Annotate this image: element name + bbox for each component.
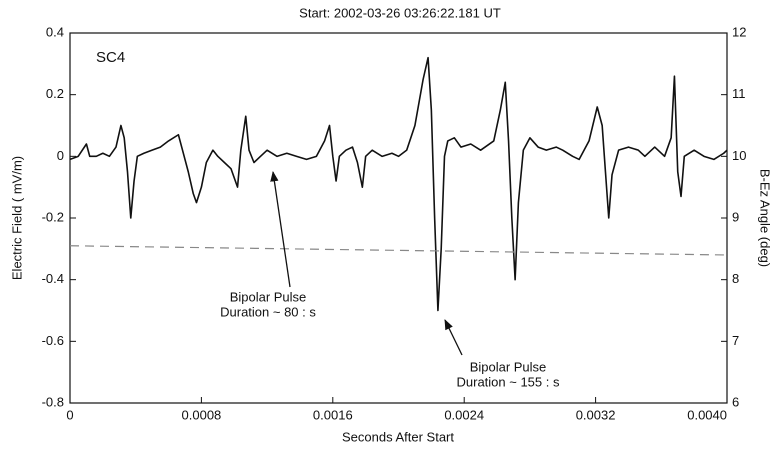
y2-tick-label: 6 bbox=[732, 394, 739, 409]
y-tick-label: -0.2 bbox=[42, 209, 64, 224]
y2-tick-label: 10 bbox=[732, 148, 746, 163]
y-tick-label: 0.4 bbox=[46, 24, 64, 39]
x-tick-label: 0.0008 bbox=[182, 407, 222, 422]
annotation-text: Bipolar Pulse bbox=[230, 289, 307, 304]
x-axis-label: Seconds After Start bbox=[342, 429, 454, 444]
x-tick-label: 0.0016 bbox=[313, 407, 353, 422]
x-tick-label: 0.0032 bbox=[576, 407, 616, 422]
x-tick-label: 0 bbox=[66, 407, 73, 422]
y-tick-label: -0.8 bbox=[42, 394, 64, 409]
y2-tick-label: 8 bbox=[732, 271, 739, 286]
annotation-arrow bbox=[444, 319, 463, 356]
x-tick-label: 0.0024 bbox=[444, 407, 484, 422]
angle-line bbox=[69, 245, 728, 256]
y-tick-label: -0.4 bbox=[42, 271, 64, 286]
chart-title: Start: 2002-03-26 03:26:22.181 UT bbox=[299, 5, 501, 20]
annotation-text: Duration ~ 155 : s bbox=[457, 374, 560, 389]
annotation-text: Duration ~ 80 : s bbox=[220, 304, 316, 319]
y-axis-label: Electric Field ( mV/m) bbox=[9, 156, 24, 280]
y2-tick-label: 9 bbox=[732, 209, 739, 224]
x-tick-label: 0.0040 bbox=[687, 407, 727, 422]
annotation-arrow bbox=[270, 170, 291, 288]
y-tick-label: 0 bbox=[57, 148, 64, 163]
y2-axis-label: B-Ez Angle (deg) bbox=[758, 169, 773, 267]
panel-label: SC4 bbox=[96, 49, 125, 66]
y-tick-label: -0.6 bbox=[42, 333, 64, 348]
y2-tick-label: 11 bbox=[732, 86, 746, 101]
annotation-text: Bipolar Pulse bbox=[470, 359, 547, 374]
y2-tick-label: 7 bbox=[732, 333, 739, 348]
field-line bbox=[69, 56, 728, 312]
y2-tick-label: 12 bbox=[732, 24, 746, 39]
y-tick-label: 0.2 bbox=[46, 86, 64, 101]
plot-frame bbox=[69, 32, 728, 404]
